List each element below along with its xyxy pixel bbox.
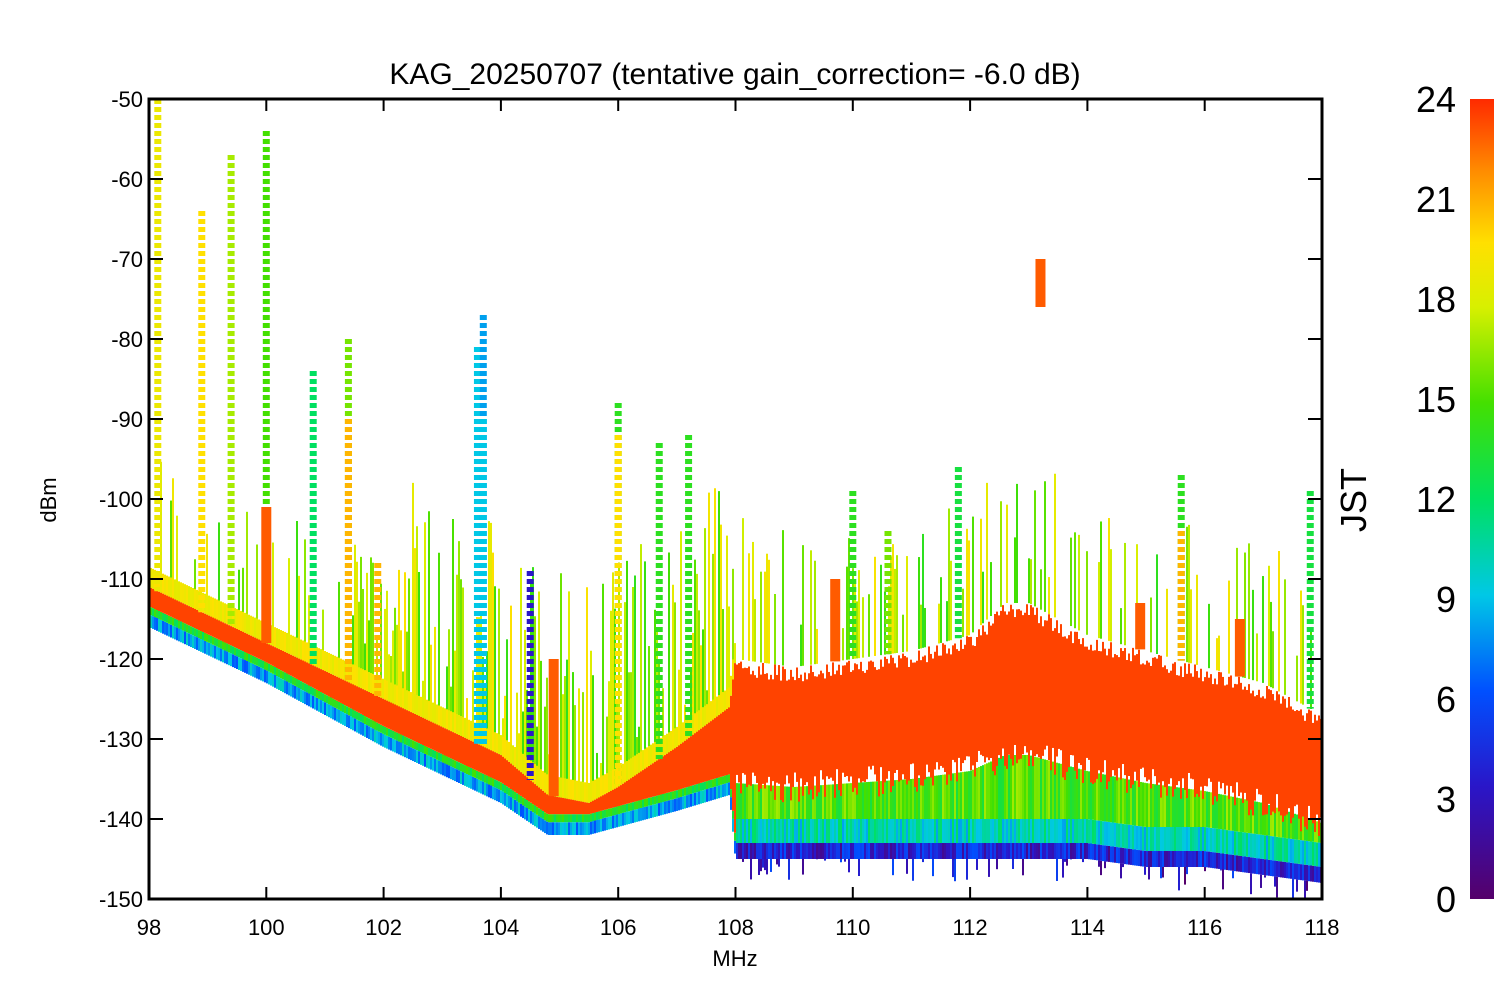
y-tick-label: -70 bbox=[111, 247, 143, 272]
spike-column bbox=[1234, 619, 1245, 677]
colorbar-tick-label: 21 bbox=[1416, 179, 1456, 220]
colorbar-label: JST bbox=[1333, 468, 1374, 532]
y-axis-label: dBm bbox=[36, 477, 61, 522]
colorbar-tick-label: 6 bbox=[1436, 679, 1456, 720]
colorbar-tick-label: 9 bbox=[1436, 579, 1456, 620]
chart-title: KAG_20250707 (tentative gain_correction=… bbox=[389, 58, 1080, 91]
x-tick-label: 106 bbox=[600, 915, 637, 940]
x-axis: 98 100 102 104 106 108 110 112 114 116 118 bbox=[137, 99, 1340, 940]
x-tick-label: 108 bbox=[717, 915, 754, 940]
spike-column bbox=[830, 579, 841, 662]
colorbar-tick-label: 15 bbox=[1416, 379, 1456, 420]
x-tick-label: 118 bbox=[1304, 915, 1339, 940]
spike-column bbox=[1035, 259, 1046, 307]
x-tick-label: 116 bbox=[1187, 915, 1222, 940]
y-tick-label: -60 bbox=[111, 167, 143, 192]
spike-column bbox=[1135, 603, 1146, 650]
colorbar-tick-label: 24 bbox=[1416, 79, 1456, 120]
x-tick-label: 102 bbox=[365, 915, 402, 940]
x-tick-label: 104 bbox=[483, 915, 520, 940]
spike-column bbox=[261, 507, 272, 643]
y-tick-label: -150 bbox=[99, 887, 143, 912]
y-tick-label: -80 bbox=[111, 327, 143, 352]
x-tick-label: 98 bbox=[137, 915, 161, 940]
noise-floor bbox=[149, 567, 1322, 899]
colorbar-tick-label: 3 bbox=[1436, 779, 1456, 820]
plot-area bbox=[149, 99, 1322, 899]
x-tick-label: 100 bbox=[248, 915, 285, 940]
colorbar-tick-label: 12 bbox=[1416, 479, 1456, 520]
colorbar-ticks: 24 21 18 15 12 9 6 3 0 bbox=[1416, 79, 1456, 920]
y-tick-label: -50 bbox=[111, 87, 143, 112]
colorbar bbox=[1470, 99, 1494, 899]
x-axis-label: MHz bbox=[712, 946, 757, 971]
colorbar-tick-label: 18 bbox=[1416, 279, 1456, 320]
y-tick-label: -130 bbox=[99, 727, 143, 752]
y-tick-label: -140 bbox=[99, 807, 143, 832]
x-tick-label: 114 bbox=[1070, 915, 1105, 940]
y-axis: -50 -60 -70 -80 -90 -100 -110 -120 -130 -140 -150 bbox=[99, 87, 1322, 912]
y-tick-label: -100 bbox=[99, 487, 143, 512]
x-tick-label: 112 bbox=[953, 915, 988, 940]
y-tick-label: -90 bbox=[111, 407, 143, 432]
spike-column bbox=[548, 659, 559, 797]
y-tick-label: -120 bbox=[99, 647, 143, 672]
x-tick-label: 110 bbox=[835, 915, 870, 940]
colorbar-tick-label: 0 bbox=[1436, 879, 1456, 920]
y-tick-label: -110 bbox=[101, 567, 143, 592]
spikes bbox=[154, 99, 1314, 797]
